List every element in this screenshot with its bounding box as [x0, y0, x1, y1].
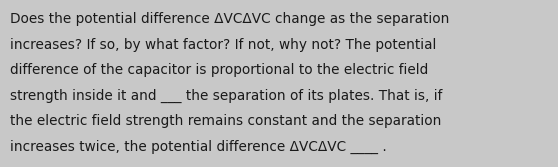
Text: difference of the capacitor is proportional to the electric field: difference of the capacitor is proportio…	[10, 63, 428, 77]
Text: strength inside it and ___ the separation of its plates. That is, if: strength inside it and ___ the separatio…	[10, 89, 442, 103]
Text: increases? If so, by what factor? If not, why not? The potential: increases? If so, by what factor? If not…	[10, 38, 436, 51]
Text: increases twice, the potential difference ΔVCΔVC ____ .: increases twice, the potential differenc…	[10, 139, 387, 154]
Text: Does the potential difference ΔVCΔVC change as the separation: Does the potential difference ΔVCΔVC cha…	[10, 12, 449, 26]
Text: the electric field strength remains constant and the separation: the electric field strength remains cons…	[10, 114, 441, 128]
